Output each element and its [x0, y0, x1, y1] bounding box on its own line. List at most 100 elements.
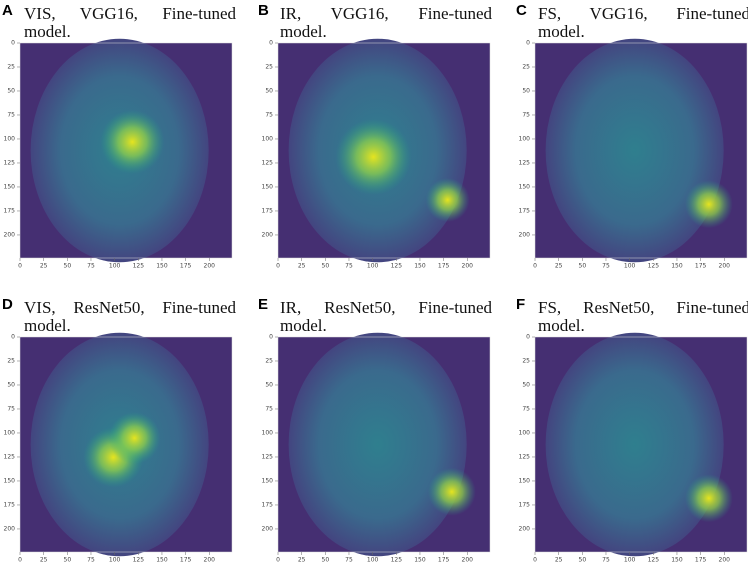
- y-tick-label: 175: [519, 501, 531, 508]
- heatmap-panel: 0 25 50 75 100 125 150 175 200 0 25 50 75 100 125 150 17…: [262, 332, 491, 564]
- y-tick-label: 175: [519, 207, 531, 214]
- y-tick-label: 150: [262, 477, 274, 484]
- plot-frame: [534, 336, 748, 553]
- x-tick-label: 125: [648, 263, 660, 270]
- face-region: [545, 38, 724, 263]
- y-tick-label: 200: [519, 231, 531, 238]
- panel-label: B: [258, 2, 269, 19]
- heat-spot: [100, 109, 165, 174]
- y-tick-label: 50: [522, 87, 530, 94]
- y-tick-label: 75: [7, 111, 15, 118]
- y-tick-label: 100: [262, 135, 274, 142]
- x-tick-label: 25: [555, 557, 563, 564]
- x-tick-label: 150: [156, 557, 168, 564]
- heat-spot: [108, 412, 161, 465]
- x-tick-label: 100: [109, 557, 121, 564]
- y-tick-label: 0: [269, 40, 273, 47]
- heat-spot: [425, 177, 470, 222]
- x-tick-label: 50: [64, 557, 72, 564]
- y-tick-label: 100: [262, 429, 274, 436]
- x-tick-label: 125: [133, 263, 145, 270]
- x-tick-label: 200: [719, 557, 731, 564]
- y-tick-label: 0: [11, 40, 15, 47]
- plot-frame: [277, 42, 491, 259]
- panel-title: VIS, VGG16, Fine-tuned model.: [24, 4, 236, 41]
- y-tick-label: 125: [519, 159, 531, 166]
- y-tick-label: 50: [522, 381, 530, 388]
- y-tick-label: 25: [522, 63, 530, 70]
- x-tick-label: 175: [695, 557, 707, 564]
- x-tick-label: 200: [462, 263, 474, 270]
- x-tick-label: 200: [462, 557, 474, 564]
- x-tick-label: 150: [671, 557, 683, 564]
- x-tick-label: 150: [414, 263, 426, 270]
- panel-title: IR, ResNet50, Fine-tuned model.: [280, 298, 492, 335]
- heatmap-panel: 0 25 50 75 100 125 150 175 200 0 25 50 75 100 125 150 17…: [262, 38, 491, 270]
- x-tick-label: 0: [18, 263, 22, 270]
- panel-label: A: [2, 2, 13, 19]
- y-tick-label: 125: [519, 453, 531, 460]
- y-tick-label: 100: [519, 135, 531, 142]
- y-tick-label: 50: [7, 381, 15, 388]
- panel-title: IR, VGG16, Fine-tuned model.: [280, 4, 492, 41]
- face-region: [288, 332, 467, 557]
- y-tick-label: 75: [7, 405, 15, 412]
- x-tick-label: 25: [298, 263, 306, 270]
- y-tick-label: 200: [4, 525, 16, 532]
- y-tick-label: 0: [11, 334, 15, 341]
- heatmap-panel: 0 25 50 75 100 125 150 175 200 0 25 50 75 100 125 150 17…: [519, 332, 748, 564]
- x-tick-label: 0: [276, 557, 280, 564]
- y-tick-label: 150: [519, 183, 531, 190]
- y-tick-label: 100: [519, 429, 531, 436]
- y-tick-label: 50: [265, 381, 273, 388]
- x-tick-label: 75: [87, 557, 95, 564]
- heatmap-panel: 0 25 50 75 100 125 150 175 200 0 25 50 75 100 125 150 17…: [519, 38, 748, 270]
- y-tick-label: 100: [4, 429, 16, 436]
- x-tick-label: 25: [298, 557, 306, 564]
- x-tick-label: 100: [367, 263, 379, 270]
- x-tick-label: 125: [391, 263, 403, 270]
- y-tick-label: 200: [262, 525, 274, 532]
- y-tick-label: 150: [4, 477, 16, 484]
- heat-spot: [427, 467, 476, 516]
- plot-frame: [534, 42, 748, 259]
- x-tick-label: 50: [579, 263, 587, 270]
- y-tick-label: 175: [262, 207, 274, 214]
- x-tick-label: 150: [671, 263, 683, 270]
- panel-label: C: [516, 2, 527, 19]
- y-tick-label: 25: [265, 357, 273, 364]
- x-tick-label: 75: [345, 263, 353, 270]
- y-tick-label: 175: [4, 207, 16, 214]
- x-tick-label: 75: [602, 557, 610, 564]
- y-tick-label: 200: [4, 231, 16, 238]
- panel-label: F: [516, 296, 526, 313]
- x-tick-label: 100: [367, 557, 379, 564]
- x-tick-label: 50: [322, 263, 330, 270]
- x-tick-label: 175: [438, 263, 450, 270]
- y-tick-label: 150: [4, 183, 16, 190]
- panel-title: VIS, ResNet50, Fine-tuned model.: [24, 298, 236, 335]
- y-tick-label: 25: [7, 357, 15, 364]
- x-tick-label: 0: [533, 263, 537, 270]
- x-tick-label: 125: [391, 557, 403, 564]
- y-tick-label: 25: [7, 63, 15, 70]
- y-tick-label: 75: [522, 111, 530, 118]
- x-tick-label: 175: [180, 263, 192, 270]
- x-tick-label: 125: [648, 557, 660, 564]
- y-tick-label: 200: [519, 525, 531, 532]
- y-tick-label: 75: [265, 405, 273, 412]
- x-tick-label: 125: [133, 557, 145, 564]
- plot-frame: [277, 336, 491, 553]
- panel-label: D: [2, 296, 13, 313]
- face-region: [545, 332, 724, 557]
- x-tick-label: 25: [555, 263, 563, 270]
- y-tick-label: 75: [265, 111, 273, 118]
- x-tick-label: 25: [40, 263, 48, 270]
- y-tick-label: 75: [522, 405, 530, 412]
- x-tick-label: 175: [438, 557, 450, 564]
- y-tick-label: 100: [4, 135, 16, 142]
- y-tick-label: 200: [262, 231, 274, 238]
- x-tick-label: 150: [414, 557, 426, 564]
- x-tick-label: 75: [87, 263, 95, 270]
